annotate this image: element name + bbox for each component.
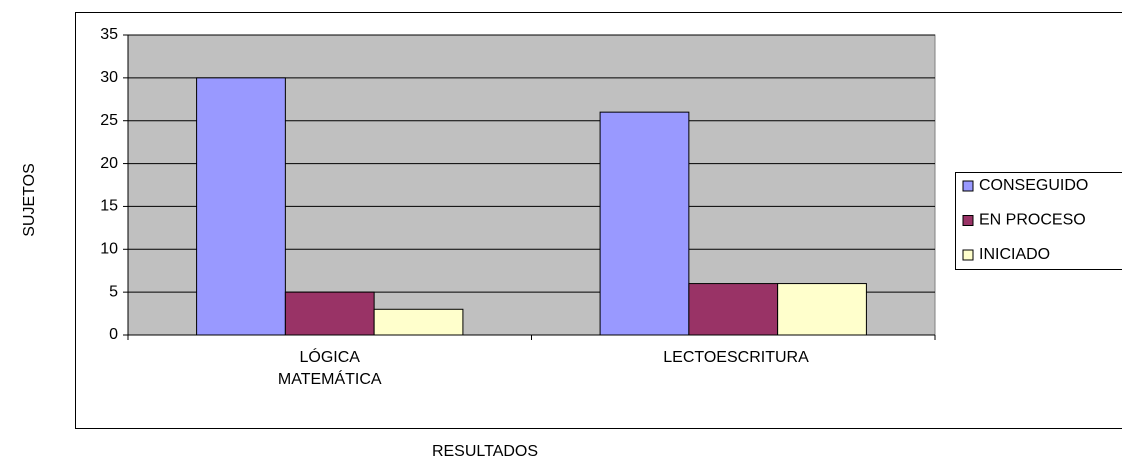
legend-label: CONSEGUIDO — [979, 177, 1088, 194]
y-tick-label: 25 — [100, 112, 118, 129]
y-tick-label: 35 — [100, 26, 118, 43]
legend — [955, 172, 1122, 270]
x-tick-label: LÓGICA MATEMÁTICA — [277, 349, 382, 388]
bar — [284, 291, 375, 336]
y-tick-label: 30 — [100, 69, 118, 86]
legend-label: INICIADO — [979, 246, 1050, 263]
legend-swatch — [962, 249, 974, 261]
legend-swatch — [962, 215, 974, 226]
bar — [777, 283, 867, 336]
bar — [688, 283, 779, 336]
bar — [373, 308, 464, 336]
legend-label: EN PROCESO — [979, 212, 1086, 229]
bar — [196, 77, 286, 336]
y-tick-label: 10 — [100, 241, 118, 258]
x-axis-label: RESULTADOS — [432, 443, 538, 460]
legend-swatch — [962, 180, 974, 192]
y-tick-label: 5 — [109, 283, 118, 300]
bar — [599, 111, 690, 336]
y-axis-label: SUJETOS — [21, 163, 38, 237]
y-tick-label: 15 — [100, 198, 118, 215]
x-tick-label: LECTOESCRITURA — [663, 349, 809, 366]
y-tick-label: 20 — [100, 155, 118, 172]
y-tick-label: 0 — [109, 326, 118, 343]
